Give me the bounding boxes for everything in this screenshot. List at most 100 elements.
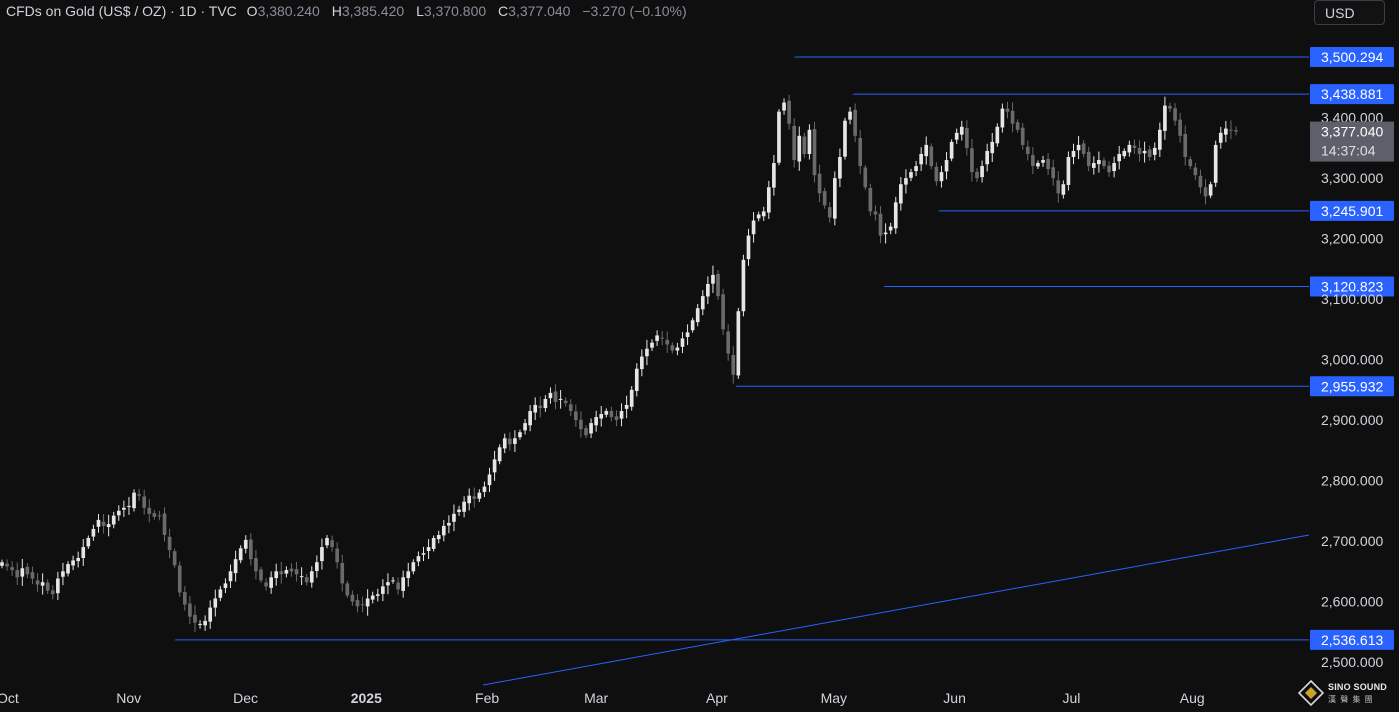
candle-body bbox=[1173, 108, 1177, 121]
price-tick-label: 3,000.000 bbox=[1321, 352, 1383, 368]
candle bbox=[594, 410, 598, 432]
candle bbox=[116, 505, 121, 521]
candle bbox=[685, 324, 690, 346]
candle-body bbox=[655, 335, 659, 341]
candle-body bbox=[523, 423, 527, 431]
candle-body bbox=[766, 187, 771, 213]
candle bbox=[802, 132, 807, 158]
last-price-value: 3,377.040 bbox=[1321, 124, 1383, 140]
candle-body bbox=[386, 582, 390, 586]
candle bbox=[670, 342, 675, 354]
candle bbox=[1086, 146, 1091, 172]
candle bbox=[431, 535, 436, 552]
candle bbox=[228, 564, 233, 588]
currency-button[interactable]: USD bbox=[1314, 0, 1385, 25]
candle-body bbox=[162, 513, 167, 536]
candle-body bbox=[472, 496, 477, 499]
candle-body bbox=[66, 564, 70, 574]
candle bbox=[249, 533, 253, 566]
candle bbox=[1132, 139, 1137, 154]
candle bbox=[101, 514, 106, 534]
candle-body bbox=[1122, 150, 1127, 157]
candle-body bbox=[5, 563, 9, 567]
candle-body bbox=[507, 438, 512, 445]
candle-body bbox=[122, 507, 126, 510]
candle-body bbox=[1229, 129, 1233, 131]
candle bbox=[396, 577, 400, 595]
candle bbox=[477, 489, 482, 503]
trend-line[interactable] bbox=[482, 534, 1310, 686]
candle-body bbox=[1112, 163, 1116, 172]
candle bbox=[919, 147, 923, 172]
candle-body bbox=[193, 614, 197, 623]
candle bbox=[954, 128, 959, 144]
candle-body bbox=[447, 522, 451, 526]
symbol-title[interactable]: CFDs on Gold (US$ / OZ) · 1D · TVC bbox=[6, 3, 237, 19]
candle bbox=[355, 594, 360, 613]
candle-body bbox=[10, 567, 14, 571]
candle-body bbox=[949, 141, 954, 159]
candle bbox=[340, 554, 345, 592]
candle bbox=[975, 167, 979, 182]
candle-body bbox=[1031, 155, 1035, 167]
candle bbox=[208, 600, 213, 629]
bar-countdown: 14:37:04 bbox=[1321, 143, 1376, 159]
time-tick-label: Dec bbox=[233, 690, 258, 706]
candle-body bbox=[980, 166, 984, 178]
candle-body bbox=[645, 348, 649, 357]
candle-body bbox=[589, 423, 593, 434]
candle-body bbox=[304, 577, 309, 583]
candle bbox=[650, 339, 654, 352]
candle bbox=[726, 324, 731, 361]
candle bbox=[792, 118, 797, 168]
candle-body bbox=[279, 571, 284, 575]
candle-body bbox=[690, 320, 695, 331]
candle bbox=[695, 303, 700, 327]
candle bbox=[848, 106, 852, 125]
candle bbox=[1056, 171, 1061, 203]
candle-body bbox=[167, 536, 172, 551]
candle bbox=[1147, 145, 1152, 161]
candle bbox=[188, 595, 192, 625]
candle-body bbox=[640, 356, 644, 370]
candle bbox=[619, 403, 624, 427]
candle bbox=[990, 132, 995, 163]
horizontal-levels[interactable]: 3,500.294 3,438.881 3,245.901 3,120.823 2,95… bbox=[174, 47, 1394, 650]
candle bbox=[335, 542, 339, 569]
candle-body bbox=[421, 553, 426, 555]
candle-body bbox=[660, 337, 664, 339]
candle-body bbox=[482, 486, 487, 492]
candle bbox=[401, 570, 406, 598]
candle bbox=[1010, 102, 1015, 133]
candle-body bbox=[1157, 129, 1162, 150]
price-axis[interactable]: 2,500.000 2,600.000 2,700.000 2,800.000 2,90… bbox=[1321, 110, 1383, 670]
candle-body bbox=[868, 187, 873, 212]
candle bbox=[574, 404, 578, 427]
candle bbox=[1183, 125, 1188, 166]
time-axis[interactable]: Oct Nov Dec 2025 Feb Mar Apr May Jun Jul Aug bbox=[0, 690, 1205, 706]
candle-body bbox=[1224, 128, 1228, 135]
level-label: 2,955.932 bbox=[1321, 378, 1383, 394]
candle bbox=[1081, 140, 1086, 158]
candle bbox=[304, 573, 309, 586]
candle-body bbox=[1152, 147, 1157, 155]
candle-body bbox=[634, 368, 639, 391]
candle-body bbox=[1051, 167, 1056, 179]
candle-body bbox=[111, 515, 116, 525]
candle-body bbox=[299, 576, 304, 578]
candle bbox=[66, 561, 70, 577]
candle bbox=[309, 566, 314, 588]
candle-body bbox=[604, 411, 609, 415]
candle-body bbox=[223, 583, 228, 588]
candle-body bbox=[182, 592, 187, 605]
candle-body bbox=[772, 163, 776, 188]
candle-body bbox=[426, 547, 431, 551]
candle-body bbox=[81, 547, 86, 558]
candle-body bbox=[487, 474, 492, 486]
candle-body bbox=[396, 582, 400, 590]
candle-body bbox=[665, 339, 670, 345]
candle-body bbox=[975, 171, 979, 179]
candle bbox=[853, 103, 857, 143]
candle-body bbox=[883, 232, 888, 235]
